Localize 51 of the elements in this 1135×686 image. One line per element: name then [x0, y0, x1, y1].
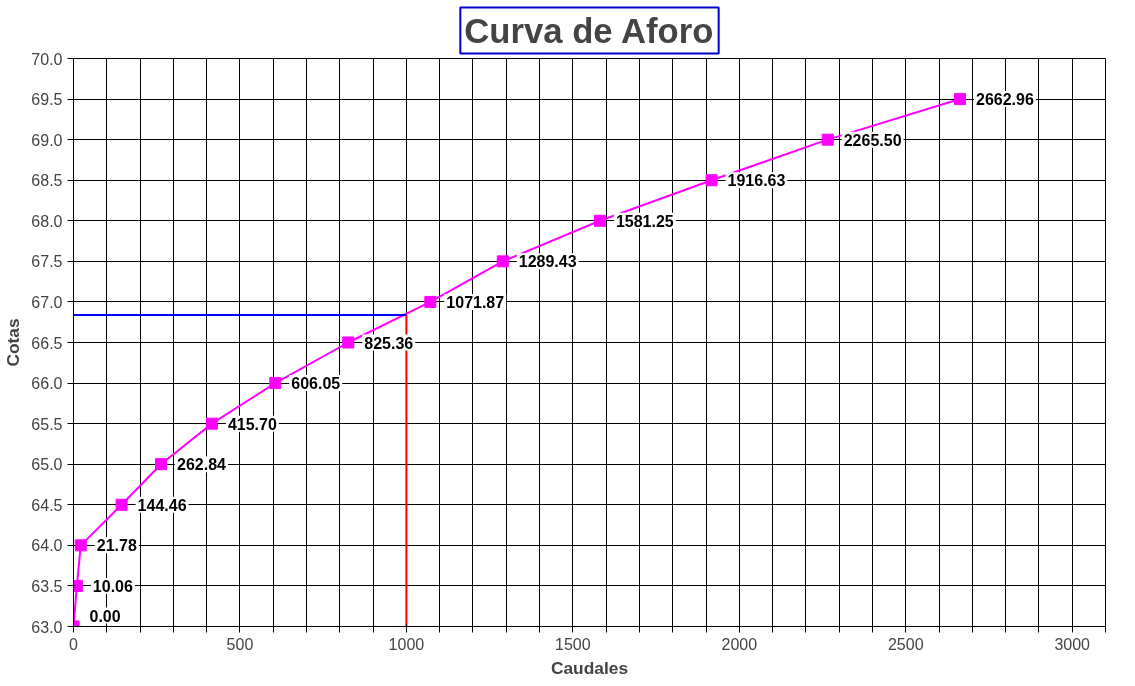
- point: [342, 336, 355, 349]
- point: [205, 417, 218, 430]
- point: [954, 93, 967, 106]
- annotation: 2662.96: [976, 91, 1034, 109]
- x-tick-label: 0: [69, 635, 79, 653]
- annotation: 606.05: [291, 375, 341, 393]
- annotation: 1581.25: [615, 212, 674, 230]
- annotation: 2265.50: [843, 131, 902, 149]
- y-tick-label: 63.0: [31, 618, 63, 636]
- x-tick-label: 500: [226, 635, 254, 653]
- annotation: 144.46: [137, 496, 187, 514]
- point: [821, 133, 834, 146]
- point: [705, 174, 718, 187]
- y-tick-label: 63.5: [31, 577, 63, 595]
- annotation: 262.84: [177, 456, 227, 474]
- y-tick-label: 64.5: [31, 496, 63, 514]
- annotation: 10.06: [92, 577, 133, 595]
- y-tick-label: 67.5: [31, 253, 63, 271]
- y-axis-title: Cotas: [3, 318, 24, 367]
- x-tick-label: 2000: [721, 635, 758, 653]
- x-tick-label: 2500: [887, 635, 924, 653]
- y-tick-label: 66.5: [31, 334, 63, 352]
- y-tick-label: 68.5: [31, 172, 63, 190]
- point: [74, 539, 87, 552]
- y-tick-label: 64.0: [31, 537, 63, 555]
- point: [424, 295, 437, 308]
- y-tick-label: 68.0: [31, 212, 63, 230]
- point: [115, 498, 128, 511]
- y-tick-label: 69.5: [31, 91, 63, 109]
- x-tick-label: 3000: [1054, 635, 1091, 653]
- point: [593, 214, 606, 227]
- y-tick-label: 65.5: [31, 415, 63, 433]
- y-tick-label: 69.0: [31, 131, 63, 149]
- annotation: 1289.43: [518, 253, 577, 271]
- point: [269, 377, 282, 390]
- point: [496, 255, 509, 268]
- point: [155, 458, 167, 471]
- y-tick-label: 65.0: [31, 456, 63, 474]
- x-tick-label: 1500: [555, 635, 591, 653]
- x-tick-label: 1000: [388, 635, 425, 653]
- chart-title: Curva de Aforo: [464, 11, 714, 50]
- annotation: 1071.87: [446, 293, 505, 311]
- y-tick-label: 67.0: [31, 293, 63, 311]
- x-axis-title: Caudales: [550, 657, 629, 678]
- annotation: 415.70: [227, 415, 277, 433]
- annotation: 1916.63: [727, 172, 786, 190]
- annotation: 825.36: [364, 334, 414, 352]
- y-tick-label: 66.0: [31, 375, 63, 393]
- annotation: 21.78: [96, 537, 137, 555]
- y-tick-label: 70.0: [31, 50, 63, 68]
- annotation: 0.00: [89, 607, 121, 625]
